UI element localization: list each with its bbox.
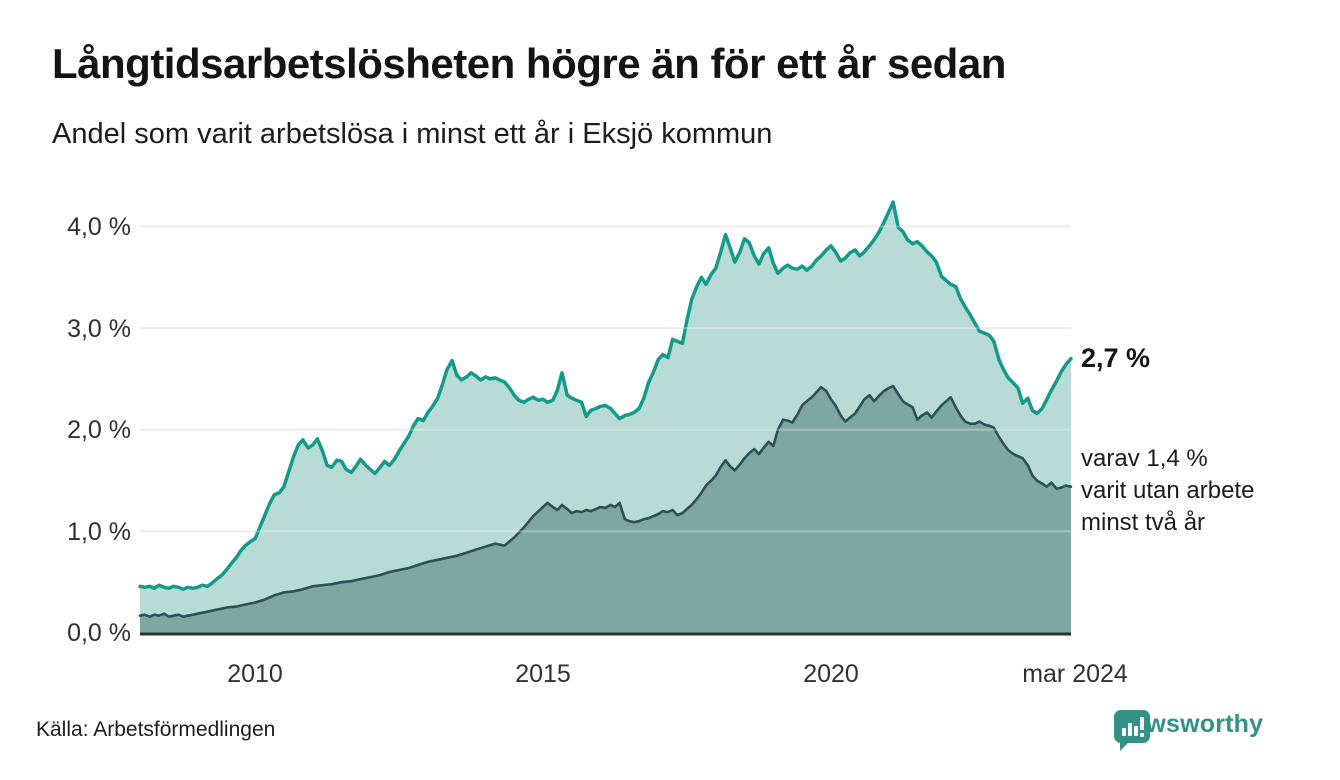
- area-total-one-year-line: [138, 200, 1073, 592]
- newsworthy-brand: Newsworthy: [1114, 710, 1263, 751]
- y-tick-1: 1,0 %: [67, 518, 131, 546]
- newsworthy-logo-icon: [1114, 710, 1150, 751]
- x-tick-2015: 2015: [515, 660, 571, 688]
- x-tick-2010: 2010: [227, 660, 283, 688]
- latest-value-label: 2,7 %: [1081, 343, 1151, 373]
- secondary-line-2: varit utan arbete: [1081, 477, 1255, 504]
- y-tick-4: 4,0 %: [67, 213, 131, 241]
- x-tick-mar2024: mar 2024: [1022, 660, 1128, 688]
- source-note: Källa: Arbetsförmedlingen: [36, 718, 276, 741]
- secondary-line-1: varav 1,4 %: [1081, 445, 1208, 472]
- y-tick-2: 2,0 %: [67, 416, 131, 444]
- secondary-line-3: minst två år: [1081, 509, 1206, 536]
- y-tick-0: 0,0 %: [67, 619, 131, 647]
- page-title: Långtidsarbetslösheten högre än för ett …: [52, 40, 1006, 87]
- x-tick-2020: 2020: [803, 660, 859, 688]
- secondary-value-label: varav 1,4 % varit utan arbete minst två …: [1081, 443, 1254, 539]
- page-subtitle: Andel som varit arbetslösa i minst ett å…: [52, 118, 773, 150]
- area-two-years-fill: [140, 386, 1071, 633]
- area-two-years-line: [138, 384, 1073, 618]
- y-tick-3: 3,0 %: [67, 315, 131, 343]
